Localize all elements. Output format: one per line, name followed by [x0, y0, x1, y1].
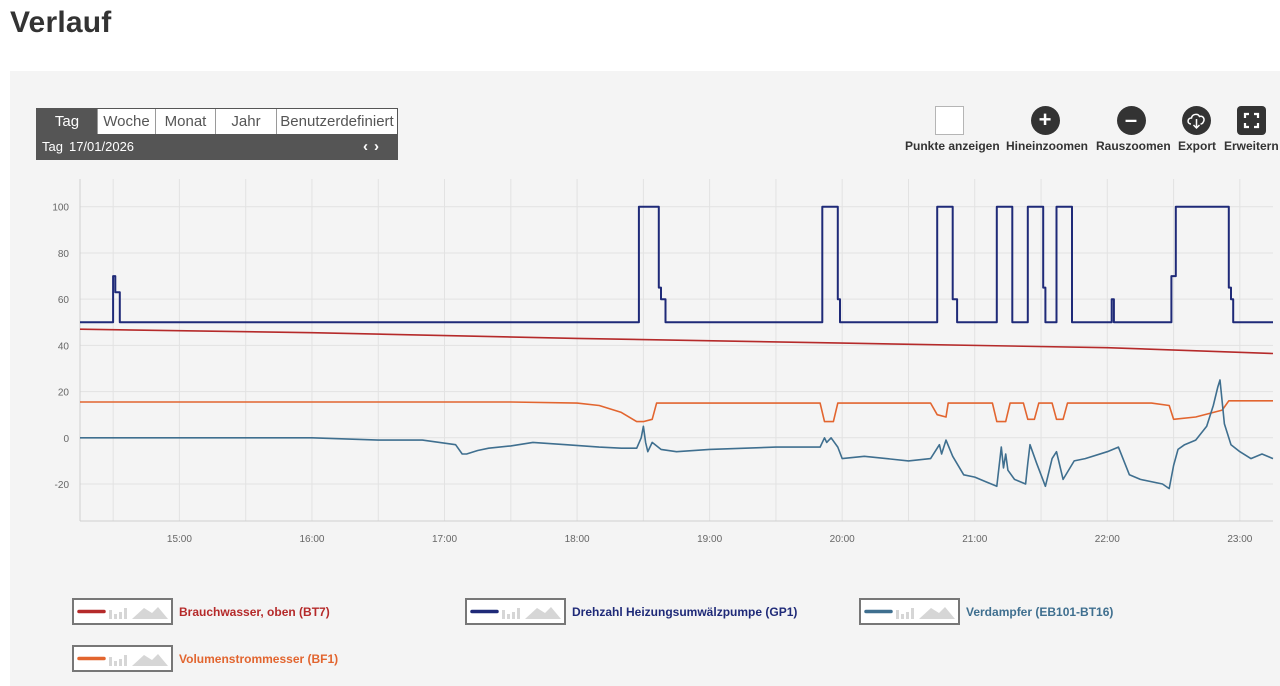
bar-chart-icon — [517, 608, 520, 619]
area-chart-icon — [132, 607, 168, 619]
period-label: Tag — [42, 139, 63, 154]
points-checkbox-icon[interactable] — [935, 106, 964, 135]
legend-label: Volumenstrommesser (BF1) — [179, 651, 339, 666]
legend-line-icon — [77, 654, 168, 666]
x-tick-label: 22:00 — [1095, 534, 1120, 545]
legend-line-icon — [864, 607, 955, 619]
series-line — [79, 328, 1274, 355]
bar-chart-icon — [901, 614, 904, 619]
range-tabs: Tag Woche Monat Jahr Benutzerdefiniert — [37, 109, 397, 134]
period-date: 17/01/2026 — [68, 139, 135, 154]
bar-chart-icon — [507, 614, 510, 619]
plus-icon: + — [1030, 106, 1060, 135]
export-button[interactable]: Export — [1178, 106, 1217, 153]
cloud-download-glyph — [1187, 113, 1205, 130]
page-title: Verlauf — [10, 6, 112, 39]
y-tick-label: 40 — [58, 341, 70, 352]
series-line — [80, 400, 1273, 423]
chevron-right-icon[interactable]: › — [374, 138, 385, 155]
legend-label: Brauchwasser, oben (BT7) — [179, 604, 330, 619]
zoom-out-label: Rauszoomen — [1096, 139, 1171, 153]
tab-jahr[interactable]: Jahr — [216, 109, 277, 134]
expand-button[interactable]: Erweitern — [1224, 106, 1279, 153]
y-tick-label: 60 — [58, 295, 70, 306]
bar-chart-icon — [114, 614, 117, 619]
bar-chart-icon — [124, 655, 127, 666]
tab-woche[interactable]: Woche — [98, 109, 156, 134]
y-tick-label: 0 — [63, 434, 69, 445]
cloud-download-icon — [1182, 106, 1211, 135]
bar-chart-icon — [109, 657, 112, 666]
bar-chart-icon — [911, 608, 914, 619]
legend-label: Verdampfer (EB101-BT16) — [966, 604, 1114, 619]
show-points-toggle[interactable]: Punkte anzeigen — [905, 106, 1000, 153]
area-chart-icon — [132, 654, 168, 666]
legend-swatch-box — [465, 598, 566, 625]
area-chart-icon — [919, 607, 955, 619]
chevron-left-icon[interactable]: ‹ — [363, 138, 374, 155]
bar-chart-icon — [512, 612, 515, 619]
legend-item-bt16[interactable]: Verdampfer (EB101-BT16) — [859, 598, 1113, 625]
y-tick-label: 100 — [52, 203, 69, 214]
expand-label: Erweitern — [1224, 139, 1279, 153]
x-tick-label: 16:00 — [299, 534, 324, 545]
bar-chart-icon — [906, 612, 909, 619]
legend-swatch-box — [72, 598, 173, 625]
bar-chart-icon — [896, 610, 899, 619]
legend-line-icon — [470, 607, 561, 619]
x-tick-label: 21:00 — [962, 534, 987, 545]
legend-swatch-box — [72, 645, 173, 672]
series-line — [80, 205, 1273, 324]
fullscreen-glyph — [1243, 112, 1259, 129]
x-tick-label: 17:00 — [432, 534, 457, 545]
zoom-out-button[interactable]: – Rauszoomen — [1096, 106, 1171, 153]
show-points-label: Punkte anzeigen — [905, 139, 1000, 153]
bar-chart-icon — [502, 610, 505, 619]
legend-line-icon — [77, 607, 168, 619]
zoom-in-label: Hineinzoomen — [1006, 139, 1089, 153]
x-tick-label: 18:00 — [565, 534, 590, 545]
x-tick-label: 20:00 — [830, 534, 855, 545]
export-label: Export — [1178, 139, 1217, 153]
bar-chart-icon — [124, 608, 127, 619]
legend-item-bt7[interactable]: Brauchwasser, oben (BT7) — [72, 598, 330, 625]
x-tick-label: 15:00 — [167, 534, 192, 545]
period-navigation: ‹› — [363, 134, 385, 159]
plot-area — [80, 179, 1273, 521]
fullscreen-icon — [1236, 106, 1266, 135]
area-chart-icon — [525, 607, 561, 619]
zoom-in-button[interactable]: + Hineinzoomen — [1006, 106, 1088, 153]
bar-chart-icon — [119, 612, 122, 619]
bar-chart-icon — [109, 610, 112, 619]
range-date-row: Tag 17/01/2026 ‹› — [37, 134, 397, 159]
bar-chart-icon — [114, 661, 117, 666]
y-tick-label: -20 — [55, 480, 70, 491]
bar-chart-icon — [119, 659, 122, 666]
legend-item-bf1[interactable]: Volumenstrommesser (BF1) — [72, 645, 338, 672]
legend-swatch-box — [859, 598, 960, 625]
tab-monat[interactable]: Monat — [156, 109, 216, 134]
y-tick-label: 20 — [58, 388, 70, 399]
x-tick-label: 19:00 — [697, 534, 722, 545]
y-tick-label: 80 — [58, 249, 70, 260]
x-tick-label: 23:00 — [1227, 534, 1252, 545]
series-line — [80, 379, 1274, 490]
legend-label: Drehzahl Heizungsumwälzpumpe (GP1) — [572, 604, 798, 619]
legend-item-gp1[interactable]: Drehzahl Heizungsumwälzpumpe (GP1) — [465, 598, 797, 625]
time-range-selector: Tag Woche Monat Jahr Benutzerdefiniert T… — [36, 108, 398, 160]
minus-icon: – — [1116, 106, 1146, 135]
tab-benutzerdefiniert[interactable]: Benutzerdefiniert — [277, 109, 397, 134]
tab-tag[interactable]: Tag — [37, 109, 98, 134]
